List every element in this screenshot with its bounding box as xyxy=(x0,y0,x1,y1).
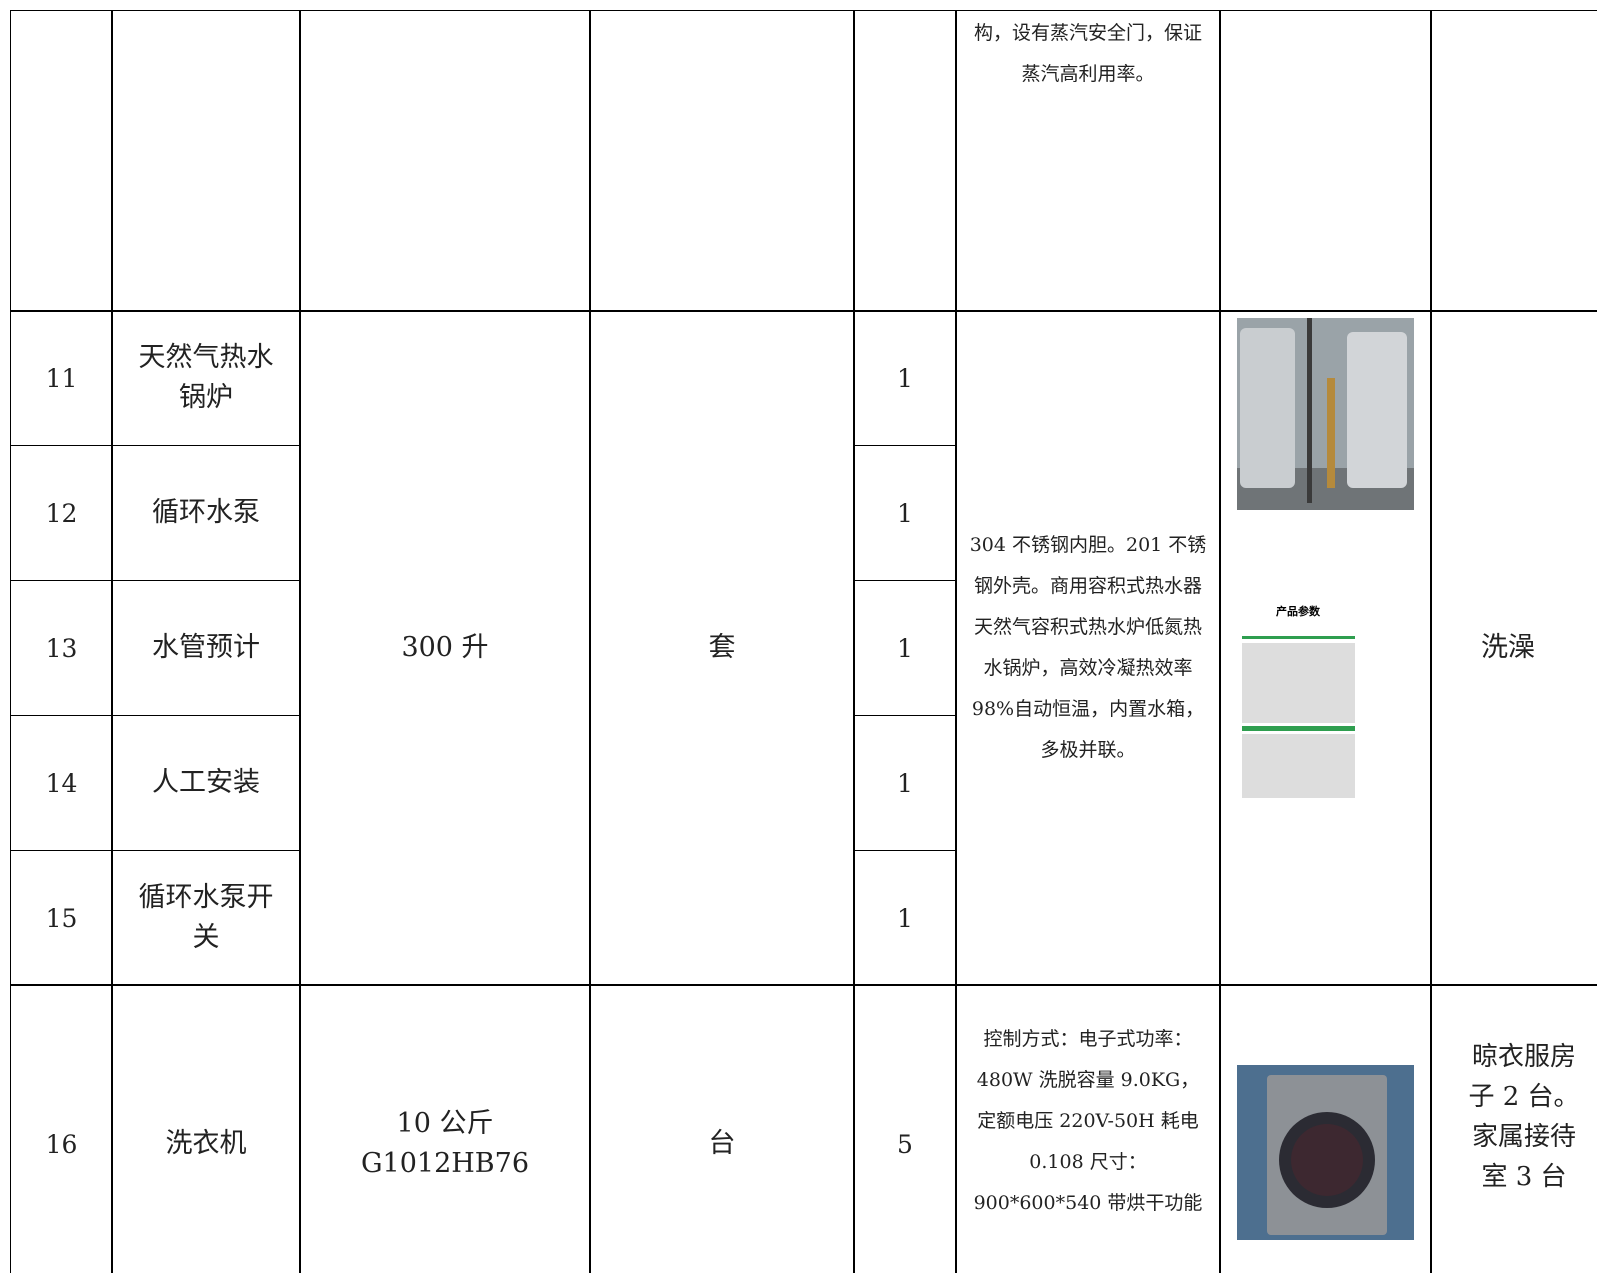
name: 人工安装 xyxy=(152,767,260,798)
cell: 1 xyxy=(853,445,957,581)
cell xyxy=(853,10,957,312)
description: 控制方式：电子式功率：480W 洗脱容量 9.0KG，定额电压 220V-50H… xyxy=(973,1028,1203,1214)
cell: 16 xyxy=(10,984,113,1273)
quantity: 5 xyxy=(897,1129,913,1159)
cell: 1 xyxy=(853,850,957,986)
cell: 循环水泵开关 xyxy=(111,850,301,986)
cell xyxy=(299,10,591,312)
name: 洗衣机 xyxy=(165,1128,247,1159)
purpose: 洗澡 xyxy=(1481,632,1535,663)
cell: 12 xyxy=(10,445,113,581)
number: 15 xyxy=(45,903,78,933)
cell: 构，设有蒸汽安全门，保证蒸汽高利用率。 xyxy=(955,10,1221,312)
spec: 300 升 xyxy=(401,632,489,663)
name: 循环水泵 xyxy=(152,497,260,528)
cell: 14 xyxy=(10,715,113,851)
number: 14 xyxy=(45,768,78,798)
cell: 水管预计 xyxy=(111,580,301,716)
number: 12 xyxy=(45,498,78,528)
name: 循环水泵开关 xyxy=(138,882,274,953)
cell xyxy=(1219,10,1432,312)
unit: 套 xyxy=(708,632,736,663)
cell: 洗衣机 xyxy=(111,984,301,1273)
name: 水管预计 xyxy=(152,632,260,663)
cell: 循环水泵 xyxy=(111,445,301,581)
description: 构，设有蒸汽安全门，保证蒸汽高利用率。 xyxy=(973,22,1202,85)
purpose: 晾衣服房子 2 台。家属接待室 3 台 xyxy=(1468,1042,1580,1192)
quantity: 1 xyxy=(897,363,913,393)
cell: 控制方式：电子式功率：480W 洗脱容量 9.0KG，定额电压 220V-50H… xyxy=(955,984,1221,1273)
cell: 1 xyxy=(853,580,957,716)
spec: 10 公斤 G1012HB76 xyxy=(360,1108,530,1179)
unit: 台 xyxy=(708,1128,736,1159)
cell: 套 xyxy=(589,310,855,986)
cell: 人工安装 xyxy=(111,715,301,851)
quantity: 1 xyxy=(897,633,913,663)
cell xyxy=(10,10,113,312)
cell: 10 公斤 G1012HB76 xyxy=(299,984,591,1273)
cell: 15 xyxy=(10,850,113,986)
cell xyxy=(1219,984,1432,1273)
image-caption: 产品参数 xyxy=(1276,604,1321,618)
cell: 1 xyxy=(853,310,957,446)
cell xyxy=(1219,310,1432,986)
number: 11 xyxy=(45,363,78,393)
quantity: 1 xyxy=(897,498,913,528)
cell: 晾衣服房子 2 台。家属接待室 3 台 xyxy=(1430,984,1597,1273)
cell xyxy=(1430,10,1597,312)
number: 13 xyxy=(45,633,78,663)
quantity: 1 xyxy=(897,768,913,798)
quantity: 1 xyxy=(897,903,913,933)
boiler-photo xyxy=(1237,318,1414,510)
parameter-sheet: 产品参数 xyxy=(1240,603,1357,800)
cell: 1 xyxy=(853,715,957,851)
cell xyxy=(589,10,855,312)
cell: 天然气热水锅炉 xyxy=(111,310,301,446)
cell: 13 xyxy=(10,580,113,716)
cell: 304 不锈钢内胆。201 不锈钢外壳。商用容积式热水器天然气容积式热水炉低氮热… xyxy=(955,310,1221,986)
cell xyxy=(111,10,301,312)
number: 16 xyxy=(45,1129,78,1159)
cell: 11 xyxy=(10,310,113,446)
cell: 5 xyxy=(853,984,957,1273)
cell: 300 升 xyxy=(299,310,591,986)
description: 304 不锈钢内胆。201 不锈钢外壳。商用容积式热水器天然气容积式热水炉低氮热… xyxy=(969,534,1207,761)
washer-photo xyxy=(1237,1065,1414,1240)
name: 天然气热水锅炉 xyxy=(138,342,274,413)
cell: 洗澡 xyxy=(1430,310,1597,986)
cell: 台 xyxy=(589,984,855,1273)
